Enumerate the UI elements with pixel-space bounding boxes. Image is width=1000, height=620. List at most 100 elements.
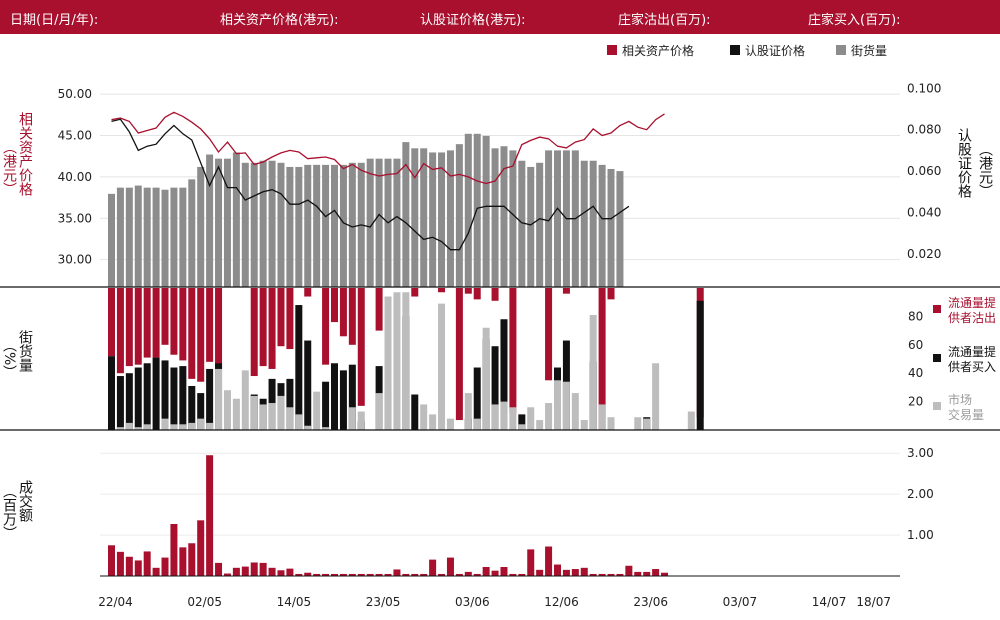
volume-bar [304, 572, 312, 576]
outstanding-bar [366, 158, 374, 287]
x-tick-label: 03/07 [723, 595, 758, 609]
right-tick-label: 0.040 [907, 205, 941, 219]
lp-sold-bar [152, 288, 160, 358]
outstanding-bar [509, 150, 517, 287]
volume-bar [562, 569, 570, 576]
outstanding-bar [188, 179, 196, 287]
flow-axis-unit-text: （%） [1, 338, 17, 380]
outstanding-bar [616, 171, 624, 287]
market-volume-bar [393, 292, 401, 430]
lp-bought-bar [500, 319, 508, 430]
lp-bought-bar [518, 414, 526, 430]
market-volume-bar [607, 417, 615, 430]
market-volume-bar [375, 393, 383, 430]
lp-bought-bar [152, 357, 160, 430]
lp-sold-bar [339, 288, 347, 337]
volume-axis-title: 成交额 [16, 480, 36, 522]
lp-sold-bar [116, 288, 124, 374]
outstanding-bar [304, 164, 312, 287]
volume-tick-label: 3.00 [907, 446, 934, 460]
outstanding-bar [580, 160, 588, 287]
lp-sold-bar [215, 288, 223, 369]
market-volume-bar [536, 420, 544, 430]
market-volume-bar [134, 427, 142, 430]
outstanding-bar [116, 187, 124, 287]
outstanding-bar [589, 160, 597, 287]
volume-bar [411, 573, 419, 576]
volume-bar [143, 551, 151, 576]
volume-bar [598, 573, 606, 576]
market-volume-bar [197, 418, 205, 430]
volume-bar [116, 551, 124, 576]
outstanding-bar [250, 162, 258, 287]
market-volume-bar [545, 403, 553, 430]
market-volume-bar [384, 296, 392, 430]
outstanding-bar [232, 152, 240, 287]
lp-sold-bar [286, 288, 294, 350]
flow-axis-unit: （%） [0, 338, 18, 379]
lp-sold-bar [322, 288, 330, 365]
market-volume-bar [179, 424, 187, 430]
lp-sold-bar [509, 288, 517, 413]
volume-bar [402, 573, 410, 576]
market-volume-bar [589, 314, 597, 430]
lp-sold-bar [143, 288, 151, 358]
outstanding-bar [143, 187, 151, 287]
outstanding-bar [429, 152, 437, 287]
legend-label: 相关资产价格 [622, 43, 694, 58]
volume-bar [438, 573, 446, 576]
outstanding-bar [215, 158, 223, 287]
lp-bought-bar [116, 376, 124, 430]
lp-bought-bar [473, 367, 481, 430]
flow-legend-swatch [933, 305, 941, 313]
lp-sold-bar [268, 288, 276, 369]
lp-sold-bar [206, 288, 214, 362]
lp-sold-bar [250, 288, 258, 377]
x-tick-label: 18/07 [856, 595, 891, 609]
outstanding-bar [108, 193, 115, 287]
market-volume-bar [652, 363, 660, 430]
volume-bar [241, 566, 249, 576]
market-volume-bar [143, 424, 151, 430]
market-volume-bar [634, 417, 642, 430]
right-axis-unit-text: （港元） [977, 142, 993, 198]
outstanding-bar [152, 187, 160, 287]
header-dealer-sold-label: 庄家沽出(百万): [618, 13, 711, 28]
volume-bar [179, 547, 187, 576]
market-volume-bar [464, 393, 472, 430]
volume-bar [331, 573, 338, 576]
x-tick-label: 02/05 [187, 595, 222, 609]
volume-bar [313, 573, 321, 576]
lp-bought-bar [331, 363, 338, 430]
lp-sold-bar [188, 288, 196, 379]
outstanding-bar [536, 162, 544, 287]
header-dealer-bought-label: 庄家买入(百万): [808, 13, 901, 28]
volume-bar [339, 573, 347, 576]
market-volume-bar [206, 422, 214, 430]
volume-bar [446, 557, 454, 576]
left-tick-label: 35.00 [58, 211, 92, 225]
market-volume-bar [491, 404, 499, 430]
flow-tick-label: 40 [908, 366, 923, 380]
volume-bar [286, 568, 294, 576]
volume-bar [482, 566, 490, 576]
lp-bought-bar [206, 368, 214, 430]
left-tick-label: 45.00 [58, 128, 92, 142]
header-bar: 日期(日/月/年): 相关资产价格(港元): 认股证价格(港元): 庄家沽出(百… [0, 0, 1000, 34]
lp-bought-bar [286, 378, 294, 430]
right-axis-unit: （港元） [976, 142, 994, 198]
outstanding-bar [420, 148, 428, 287]
lp-sold-bar [348, 288, 356, 345]
lp-sold-bar [473, 288, 481, 300]
market-volume-bar [170, 424, 178, 430]
x-tick-label: 22/04 [98, 595, 133, 609]
outstanding-bar [125, 187, 133, 287]
volume-bar [616, 573, 624, 576]
volume-bar [661, 572, 669, 576]
left-axis-title: 相关资产价格 [16, 112, 36, 196]
lp-bought-bar [491, 346, 499, 430]
market-volume-bar [223, 390, 231, 430]
lp-bought-bar [197, 393, 205, 430]
outstanding-bar [313, 164, 321, 287]
